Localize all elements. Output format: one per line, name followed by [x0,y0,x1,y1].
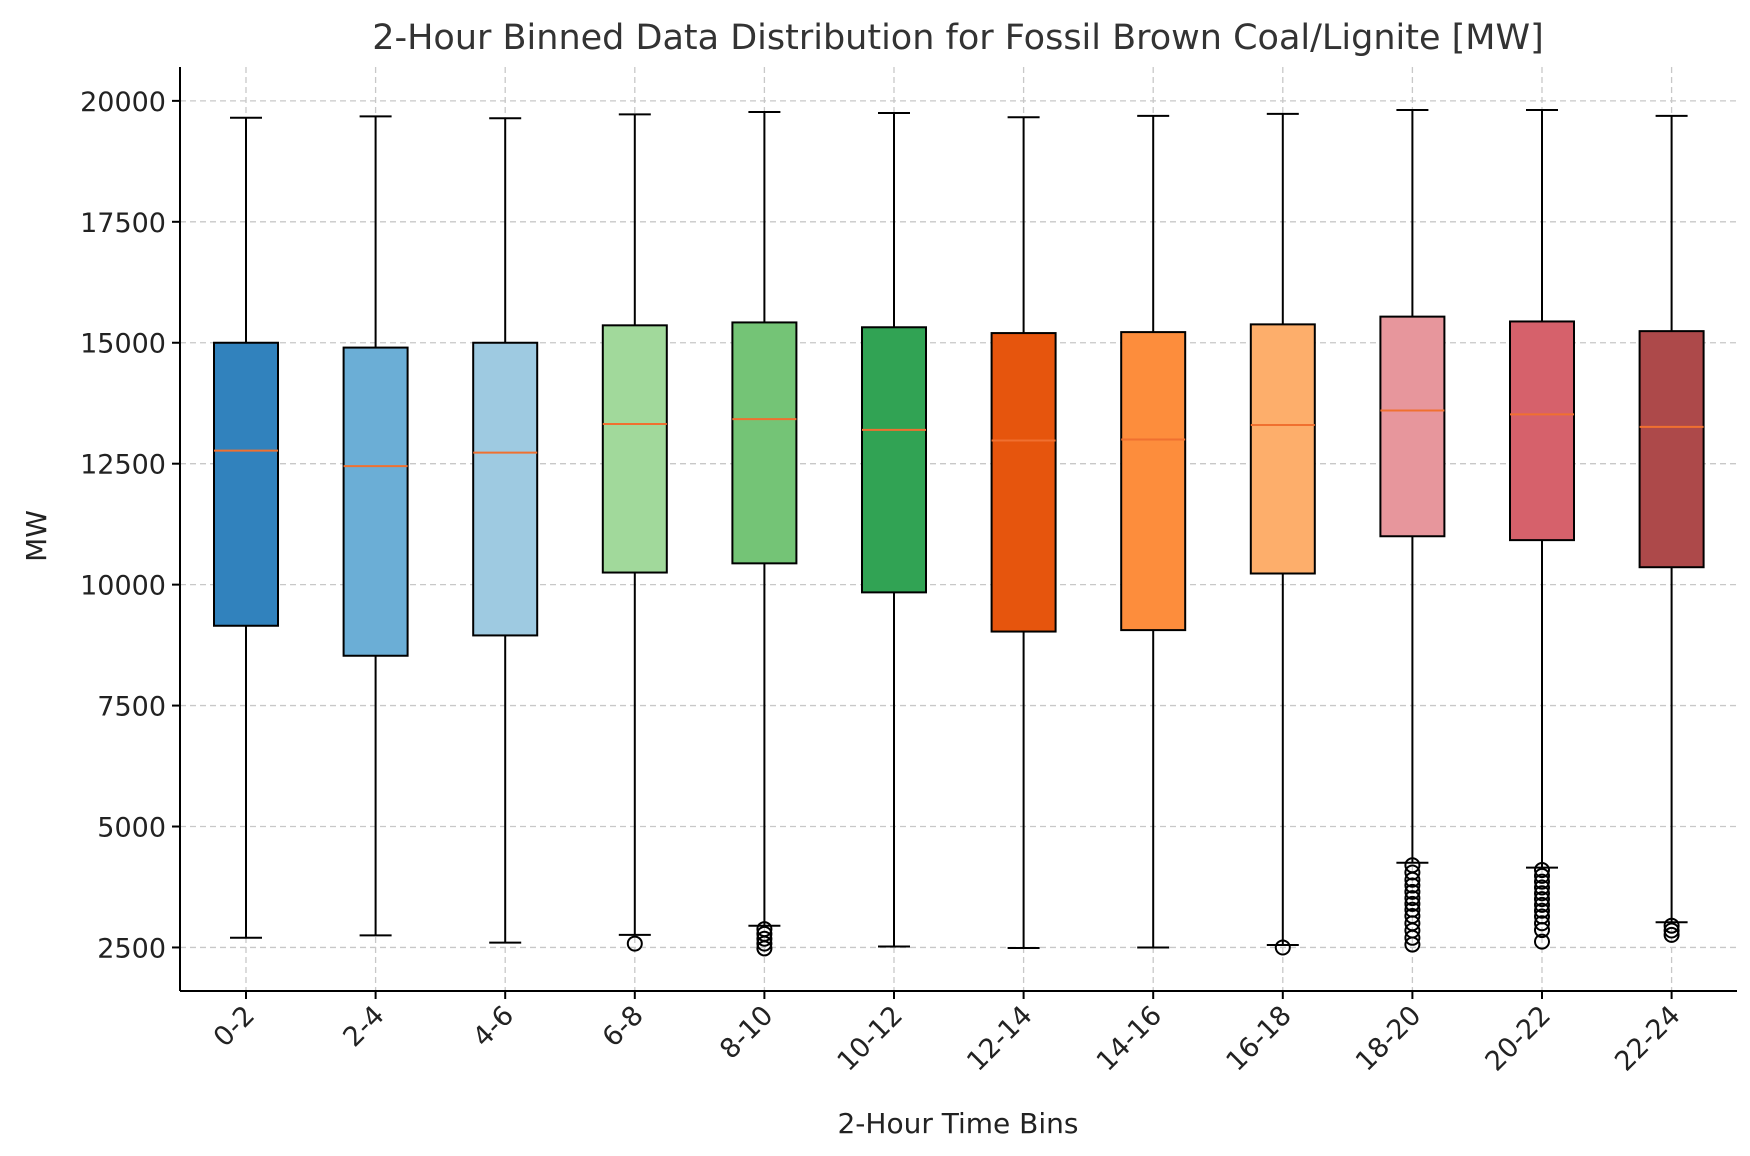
outlier-point [1534,896,1550,913]
outlier-point [1404,936,1421,953]
box-22-24 [1638,114,1705,943]
box-layer [213,109,1705,957]
box-body [861,326,927,594]
y-tick-label: 7500 [97,692,166,723]
chart-title: 2-Hour Binned Data Distribution for Foss… [372,18,1544,58]
outlier-point [1534,933,1550,950]
y-tick-label: 10000 [80,571,166,602]
y-tick-label: 20000 [80,87,166,118]
box-body [1120,331,1187,632]
outlier-point [1534,879,1550,896]
x-tick-label: 2-4 [337,1000,390,1053]
grid-layer [180,67,1737,991]
x-tick-label: 18-20 [1350,1000,1427,1077]
box-12-14 [990,116,1057,949]
box-6-8 [601,113,668,952]
box-body [213,341,279,627]
y-tick-label: 5000 [97,813,166,844]
box-body [731,321,798,565]
x-tick-label: 0-2 [208,1000,261,1053]
y-tick-label: 15000 [80,329,166,360]
outlier-point [1404,883,1421,900]
box-16-18 [1249,112,1316,956]
box-body [1379,315,1446,538]
x-tick-label: 10-12 [832,1000,909,1077]
outlier-point [1663,926,1680,943]
outlier-point [1534,902,1550,919]
outlier-point [1274,939,1291,956]
x-axis-label: 2-Hour Time Bins [837,1107,1078,1140]
outlier-point [1534,862,1550,879]
box-14-16 [1120,114,1187,949]
x-tick-label: 20-22 [1480,1000,1557,1077]
box-body [601,324,668,574]
outlier-point [1534,891,1550,908]
y-axis-label: MW [20,510,53,562]
x-tick-label: 16-18 [1220,1000,1297,1077]
box-10-12 [861,111,927,948]
box-18-20 [1379,109,1446,953]
outlier-point [1404,877,1421,894]
outlier-point [1663,917,1680,934]
box-2-4 [342,115,409,937]
box-20-22 [1509,109,1575,950]
x-tick-label: 14-16 [1091,1000,1168,1077]
outlier-point [756,930,773,947]
outlier-point [1534,922,1550,939]
y-tick-label: 17500 [80,208,166,239]
outlier-point [1404,871,1421,888]
outlier-point [1534,885,1550,902]
outlier-point [756,940,773,957]
y-tick-label: 2500 [97,933,166,964]
outlier-point [1534,867,1550,884]
y-tick-label: 12500 [80,450,166,481]
box-body [990,332,1057,633]
x-tick-label: 22-24 [1609,1000,1686,1077]
box-body [1509,320,1575,542]
box-body [1249,323,1316,575]
x-tick-label: 8-10 [714,1000,779,1065]
outlier-point [1534,915,1550,932]
outlier-point [1663,922,1680,939]
outlier-point [1404,929,1421,946]
x-tick-label: 12-14 [961,1000,1038,1077]
outlier-point [756,935,773,952]
box-body [472,341,539,637]
box-4-6 [472,117,539,944]
box-body [1638,330,1705,569]
outlier-point [1404,895,1421,912]
x-tick-label: 4-6 [467,1000,520,1053]
box-8-10 [731,110,798,957]
box-0-2 [213,116,279,939]
outlier-point [1404,890,1421,907]
box-body [342,346,409,657]
outlier-point [626,935,643,952]
x-tick-label: 6-8 [597,1000,650,1053]
outlier-point [1534,873,1550,890]
